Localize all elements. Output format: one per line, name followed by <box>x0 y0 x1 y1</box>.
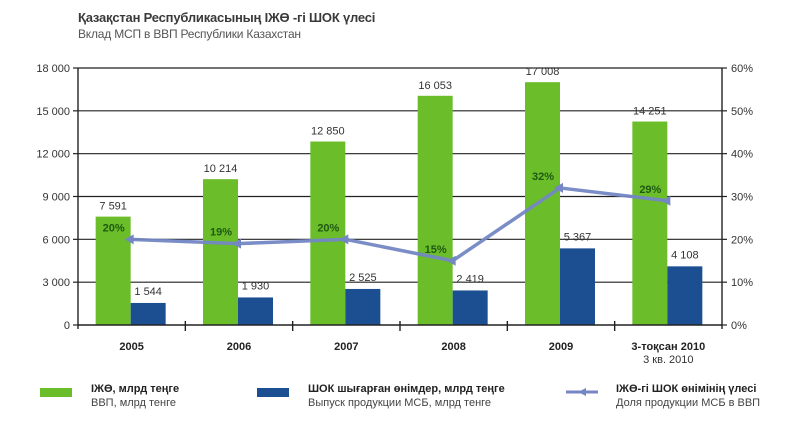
left-axis-tick-label: 12 000 <box>36 149 70 161</box>
bar-sme-value-label: 2 419 <box>456 273 484 285</box>
x-axis-category-label: 2006 <box>227 341 251 353</box>
share-value-label: 20% <box>103 222 125 234</box>
left-axis-tick-label: 15 000 <box>36 106 70 118</box>
grid-lines <box>78 67 722 283</box>
bar-sme <box>560 248 595 325</box>
share-point-marker <box>446 255 456 266</box>
bar-gdp-value-label: 10 214 <box>204 163 238 175</box>
x-axis-category-label: 3-тоқсан 2010 <box>631 341 705 353</box>
bar-sme <box>452 290 488 325</box>
left-axis-tick-label: 6 000 <box>42 234 70 246</box>
legend-swatch-gdp <box>40 388 72 397</box>
legend-sublabel-gdp: ВВП, млрд тенге <box>91 397 177 409</box>
share-point-marker <box>124 234 134 245</box>
bar-sme-value-label: 5 367 <box>564 231 592 243</box>
bar-sme <box>238 297 273 325</box>
right-axis-tick-label: 50% <box>731 106 753 118</box>
share-line-series <box>124 182 671 266</box>
left-axis-tick-label: 3 000 <box>42 277 70 289</box>
bar-gdp <box>632 121 668 325</box>
bar-gdp-value-label: 17 008 <box>526 66 560 78</box>
bar-sme <box>130 302 166 325</box>
legend-sublabel-share: Доля продукции МСБ в ВВП <box>616 397 761 409</box>
bar-sme-value-label: 2 525 <box>349 272 377 284</box>
right-axis-tick-label: 40% <box>731 149 753 161</box>
legend-swatch-sme <box>257 388 289 397</box>
x-axis-category-sublabel: 3 кв. 2010 <box>643 354 693 366</box>
left-axis-tick-label: 18 000 <box>36 63 70 75</box>
share-point-marker <box>661 195 671 206</box>
left-axis-tick-label: 9 000 <box>42 192 70 204</box>
axes: 0 3 000 6 000 9 000 12 000 15 000 18 000 0% 10% 2… <box>36 63 753 332</box>
right-axis-tick-label: 20% <box>731 234 753 246</box>
data-labels: 7 591 1 544 2005 10 214 1 930 2006 12 850 2 525… <box>99 66 705 366</box>
bars <box>95 82 703 326</box>
bar-gdp <box>525 82 560 325</box>
legend-label-share: ІЖӨ-гі ШОК өнімінің үлесі <box>616 383 757 395</box>
x-axis-category-label: 2005 <box>119 341 143 353</box>
chart-title: Қазақстан Республикасының ІЖӨ -гі ШОК үл… <box>78 10 376 25</box>
share-line <box>130 186 668 263</box>
share-point-marker <box>232 238 241 249</box>
legend-label-gdp: ІЖӨ, млрд теңге <box>91 383 180 395</box>
legend-swatch-share <box>566 388 598 396</box>
share-value-label: 29% <box>639 184 661 196</box>
share-value-label: 15% <box>425 244 447 256</box>
share-value-label: 32% <box>532 171 554 183</box>
bar-sme <box>345 288 381 325</box>
chart-subtitle: Вклад МСП в ВВП Республики Казахстан <box>78 27 301 41</box>
legend-sublabel-sme: Выпуск продукции МСБ, млрд тенге <box>308 397 492 409</box>
right-axis-tick-label: 0% <box>731 320 747 332</box>
bar-gdp-value-label: 12 850 <box>311 126 345 138</box>
left-axis-tick-label: 0 <box>64 320 70 332</box>
bar-gdp-value-label: 16 053 <box>418 80 452 92</box>
right-axis-tick-label: 10% <box>731 277 753 289</box>
legend-label-sme: ШОК шығарған өнімдер, млрд теңге <box>308 383 505 395</box>
bar-sme-value-label: 1 544 <box>134 286 162 298</box>
bar-sme-value-label: 4 108 <box>671 249 699 261</box>
share-value-label: 19% <box>210 227 232 239</box>
share-point-marker <box>339 234 349 245</box>
right-axis-tick-label: 60% <box>731 63 753 75</box>
share-point-marker <box>554 182 563 193</box>
x-axis-category-label: 2009 <box>549 341 573 353</box>
bar-gdp <box>95 216 131 325</box>
bar-sme <box>667 266 703 325</box>
x-axis-category-label: 2007 <box>334 341 358 353</box>
bar-gdp-value-label: 14 251 <box>633 106 667 118</box>
right-axis-tick-label: 30% <box>731 192 753 204</box>
x-axis-category-label: 2008 <box>441 341 465 353</box>
bar-gdp <box>203 179 238 325</box>
bar-gdp <box>417 95 453 326</box>
share-value-label: 20% <box>317 222 339 234</box>
bar-sme-value-label: 1 930 <box>242 280 270 292</box>
bar-gdp-value-label: 7 591 <box>99 201 127 213</box>
bar-gdp <box>310 141 346 325</box>
